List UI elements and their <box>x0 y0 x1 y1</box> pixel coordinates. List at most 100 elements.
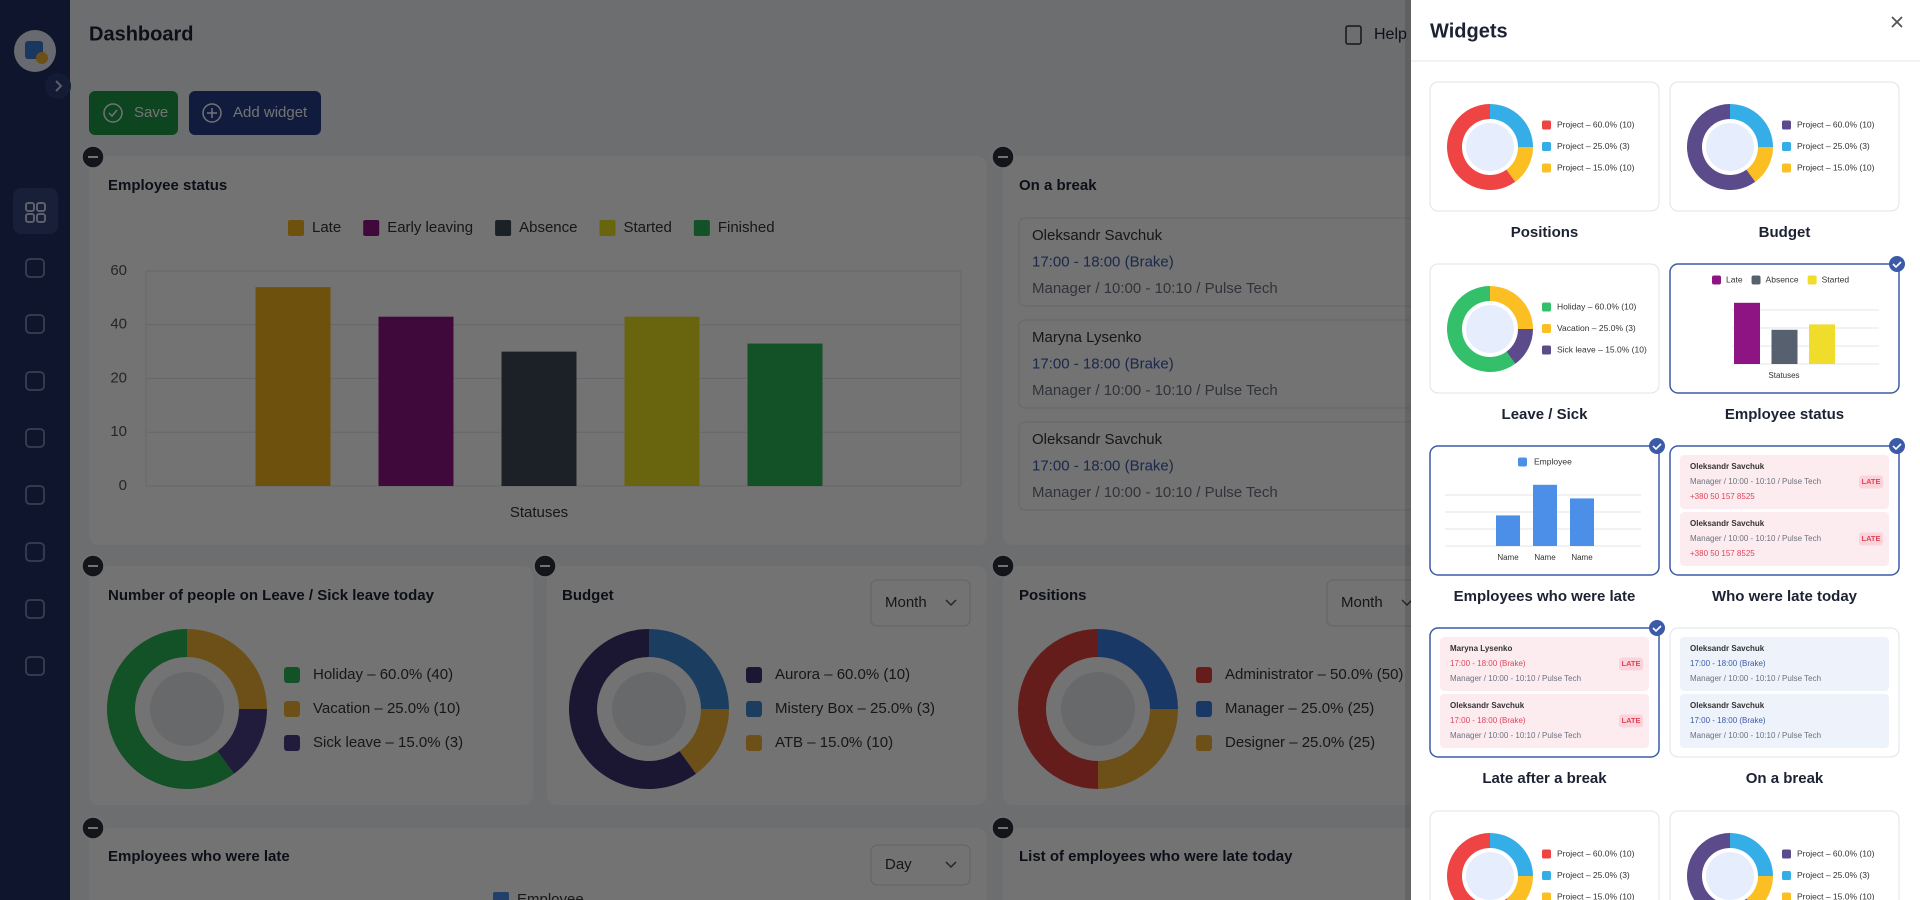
legend-label: Project – 15.0% (10) <box>1557 162 1635 172</box>
legend-swatch <box>1782 163 1791 173</box>
selected-check <box>1892 443 1902 451</box>
list-item <box>1440 637 1649 691</box>
legend-swatch <box>1542 849 1551 859</box>
donut-segment <box>1490 104 1533 147</box>
list-item <box>1680 455 1889 509</box>
donut-segment <box>1446 286 1516 372</box>
donut-segment <box>1506 329 1533 364</box>
legend-label: Vacation – 25.0% (3) <box>1557 323 1636 333</box>
legend-label: Project – 60.0% (10) <box>1797 119 1875 129</box>
legend-swatch <box>1542 892 1551 900</box>
donut-segment <box>1446 104 1516 191</box>
legend-swatch <box>1542 324 1551 333</box>
list-time: 17:00 - 18:00 (Brake) <box>1450 659 1526 668</box>
list-phone: +380 50 157 8525 <box>1690 549 1755 558</box>
list-name: Oleksandr Savchuk <box>1450 701 1525 710</box>
list-time: 17:00 - 18:00 (Brake) <box>1450 716 1526 725</box>
widget-option-label: Who were late today <box>1712 588 1858 605</box>
widget-option-label: On a break <box>1746 770 1824 787</box>
bar <box>1533 484 1557 546</box>
legend-swatch <box>1542 345 1551 355</box>
x-axis-label: Statuses <box>1768 371 1799 380</box>
widget-option-label: Positions <box>1511 224 1579 241</box>
x-tick-label: Name <box>1571 553 1593 562</box>
widget-option-label: Employees who were late <box>1454 588 1636 605</box>
donut-segment <box>1746 147 1773 182</box>
legend-label: Started <box>1822 274 1850 284</box>
legend-label: Project – 15.0% (10) <box>1797 891 1875 900</box>
list-phone: +380 50 157 8525 <box>1690 492 1755 501</box>
selected-check <box>1652 625 1662 633</box>
late-badge-label: LATE <box>1861 534 1880 543</box>
selected-badge <box>1889 438 1905 454</box>
modal-overlay <box>0 0 1411 900</box>
legend-label: Project – 25.0% (3) <box>1797 870 1870 880</box>
close-button[interactable] <box>1891 16 1903 28</box>
list-item <box>1680 694 1889 748</box>
legend-label: Sick leave – 15.0% (10) <box>1557 344 1647 354</box>
donut-segment <box>1730 104 1773 147</box>
legend-swatch <box>1712 275 1721 285</box>
legend-label: Project – 25.0% (3) <box>1557 141 1630 151</box>
donut-center <box>1706 852 1754 900</box>
donut-segment <box>1506 147 1533 182</box>
legend-label: Project – 15.0% (10) <box>1797 162 1875 172</box>
legend-swatch <box>1751 275 1761 285</box>
legend-swatch <box>1782 142 1791 151</box>
legend-label: Project – 25.0% (3) <box>1797 141 1870 151</box>
donut-segment <box>1687 104 1756 190</box>
donut-center <box>1466 852 1514 900</box>
selected-badge <box>1889 256 1905 272</box>
legend-label: Project – 60.0% (10) <box>1797 848 1875 858</box>
list-item <box>1680 512 1889 566</box>
widget-option-label: Leave / Sick <box>1502 406 1589 423</box>
list-details: Manager / 10:00 - 10:10 / Pulse Tech <box>1690 477 1821 486</box>
legend-label: Employee <box>1534 456 1572 466</box>
list-item <box>1680 637 1889 691</box>
donut-segment <box>1490 833 1533 876</box>
widget-option-label: Employee status <box>1725 406 1844 423</box>
legend-swatch <box>1542 871 1551 880</box>
list-name: Oleksandr Savchuk <box>1690 701 1765 710</box>
donut-segment <box>1746 876 1773 900</box>
legend-label: Project – 60.0% (10) <box>1557 848 1635 858</box>
list-details: Manager / 10:00 - 10:10 / Pulse Tech <box>1690 534 1821 543</box>
legend-label: Absence <box>1766 274 1799 284</box>
late-badge <box>1859 475 1883 489</box>
donut-segment <box>1490 286 1533 329</box>
late-badge <box>1619 714 1643 728</box>
bar <box>1496 515 1520 546</box>
donut-center <box>1466 123 1514 171</box>
selected-check <box>1892 261 1902 269</box>
donut-segment <box>1687 833 1748 900</box>
list-name: Oleksandr Savchuk <box>1690 519 1765 528</box>
legend-label: Project – 15.0% (10) <box>1557 891 1635 900</box>
x-tick-label: Name <box>1534 553 1556 562</box>
legend-swatch <box>1542 120 1551 130</box>
widget-option-label: Late after a break <box>1482 770 1607 787</box>
donut-segment <box>1447 833 1508 900</box>
legend-swatch <box>1782 892 1791 900</box>
bar <box>1570 498 1594 546</box>
legend-swatch <box>1542 163 1551 173</box>
legend-label: Late <box>1726 274 1743 284</box>
legend-swatch <box>1782 849 1791 859</box>
selected-check <box>1652 443 1662 451</box>
list-details: Manager / 10:00 - 10:10 / Pulse Tech <box>1450 731 1581 740</box>
list-details: Manager / 10:00 - 10:10 / Pulse Tech <box>1690 674 1821 683</box>
donut-center <box>1706 123 1754 171</box>
legend-label: Project – 25.0% (3) <box>1557 870 1630 880</box>
legend-label: Project – 60.0% (10) <box>1557 119 1635 129</box>
bar <box>1809 324 1835 364</box>
legend-swatch <box>1542 302 1551 312</box>
list-name: Oleksandr Savchuk <box>1690 644 1765 653</box>
donut-segment <box>1506 876 1533 900</box>
legend-swatch <box>1542 142 1551 151</box>
donut-segment <box>1730 833 1773 876</box>
late-badge-label: LATE <box>1621 659 1640 668</box>
list-time: 17:00 - 18:00 (Brake) <box>1690 716 1766 725</box>
list-name: Oleksandr Savchuk <box>1690 462 1765 471</box>
selected-badge <box>1649 620 1665 636</box>
bar <box>1771 329 1798 364</box>
